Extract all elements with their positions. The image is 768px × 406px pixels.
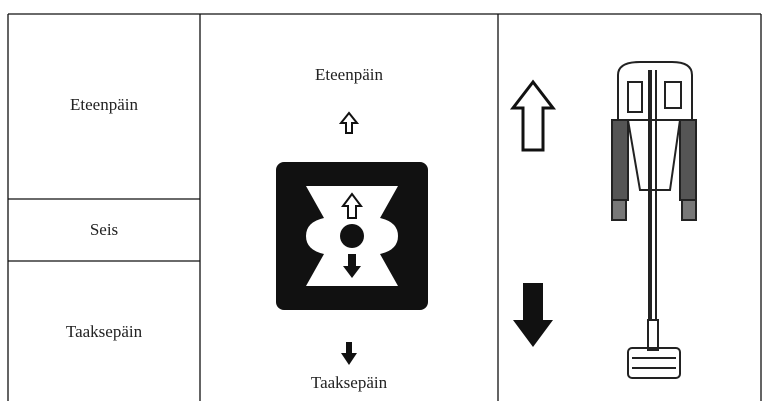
row-label: Taaksepäin <box>66 322 143 341</box>
forward-arrow <box>509 79 557 152</box>
small-down-arrow <box>341 342 357 365</box>
forward-label: Eteenpäin <box>315 65 383 84</box>
reverse-label: Taaksepäin <box>311 373 388 392</box>
reverse-arrow <box>513 283 553 347</box>
table-grid <box>7 13 762 401</box>
control-symbol <box>276 162 428 310</box>
small-up-arrow <box>338 111 360 134</box>
excavator-illustration <box>611 61 697 379</box>
row-label: Eteenpäin <box>70 95 138 114</box>
row-label: Seis <box>90 220 118 239</box>
